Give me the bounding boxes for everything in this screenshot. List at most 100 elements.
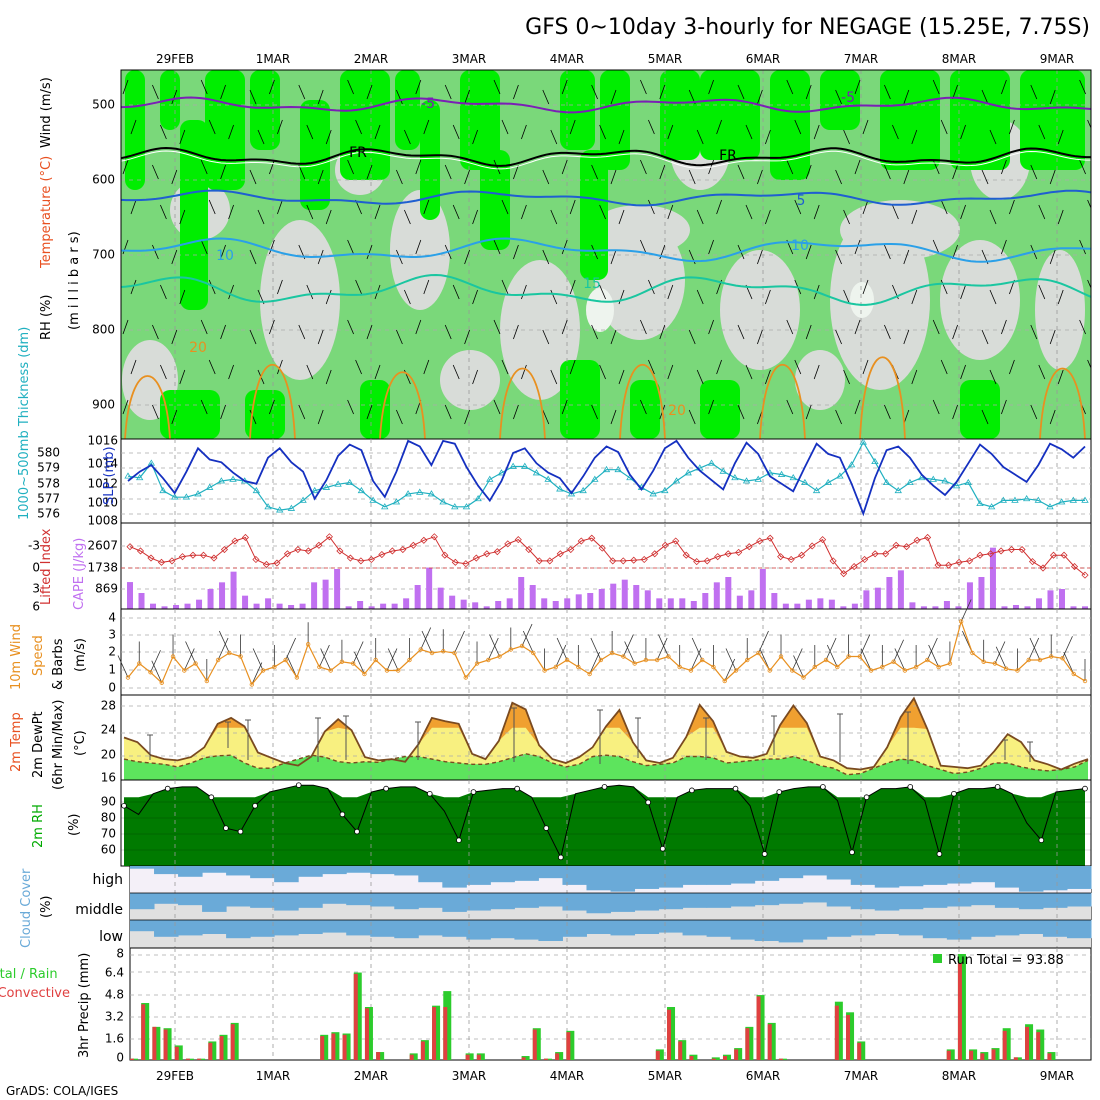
tick-label: 70 xyxy=(101,827,116,841)
wind-barb xyxy=(269,159,275,175)
wind-barb xyxy=(1009,119,1015,135)
tick-label: 0 xyxy=(108,681,116,695)
wind-barb xyxy=(835,89,842,105)
upper-air-panel: -5 FR 5 10 15 20 -5 FR 10 20 500 600 700 800 900 RH (… xyxy=(39,69,1092,440)
wind-barb xyxy=(1001,79,1007,95)
wind-barb xyxy=(591,404,598,420)
wind-barb xyxy=(122,159,129,175)
tick-label: 3 xyxy=(108,628,116,642)
stability-panel: -3 0 3 6 2607 1738 869 Lifted Index CAPE (J/kg… xyxy=(28,522,1092,614)
wind-speed-point xyxy=(227,650,232,656)
wind-barb xyxy=(355,119,362,135)
wind-speed-point xyxy=(193,661,198,666)
cape-bar xyxy=(161,606,168,609)
tick-label: 1738 xyxy=(87,561,118,575)
wind-barb xyxy=(185,641,196,664)
wind-barb xyxy=(550,289,558,305)
wind-barb xyxy=(569,119,576,135)
wind-barb xyxy=(640,399,647,415)
thickness-point xyxy=(299,496,307,503)
wind-barb xyxy=(325,289,332,305)
wind-barb xyxy=(794,359,802,375)
wind-barb xyxy=(786,319,794,335)
cloud-bar-high xyxy=(466,866,491,885)
cloud-bar-low xyxy=(298,920,323,934)
wind-speed-point xyxy=(958,619,964,624)
cloud-bar-high xyxy=(610,866,636,892)
wind-barb xyxy=(306,124,314,140)
wind-barb xyxy=(623,634,634,657)
wind-barb xyxy=(688,329,696,345)
wind-barb xyxy=(542,169,550,185)
tick-label: 577 xyxy=(37,492,60,506)
wind-barb xyxy=(1079,79,1086,95)
wind-barb xyxy=(640,319,647,335)
wind-speed-point xyxy=(778,654,784,659)
date-label-bottom: 3MAR xyxy=(452,1069,487,1083)
cape-bar xyxy=(886,577,893,609)
lifted-index-point xyxy=(745,543,753,551)
cape-bar xyxy=(265,598,272,609)
high-rh-region xyxy=(880,70,940,170)
lifted-index-point xyxy=(273,559,281,567)
wind-barb xyxy=(489,634,500,657)
wind-barb xyxy=(843,289,850,305)
wind-barb xyxy=(932,79,940,95)
wind-barb xyxy=(151,660,163,683)
cloud-bar-low xyxy=(154,920,179,937)
cloud-bar-low xyxy=(418,920,443,936)
high-rh-region xyxy=(420,100,440,220)
wind-barb xyxy=(835,169,842,185)
wind-speed-point xyxy=(576,664,581,670)
lifted-index-point xyxy=(997,547,1005,555)
wind-barb xyxy=(940,199,948,215)
cape-bar xyxy=(575,594,582,609)
wind-speed-point xyxy=(429,650,435,656)
cloud-bar-middle xyxy=(274,893,299,911)
cape-bar xyxy=(955,606,962,609)
thickness-point xyxy=(941,477,949,484)
cloud-bar-middle xyxy=(562,893,587,911)
lifted-index-point xyxy=(315,541,323,549)
cape-bar xyxy=(207,589,214,609)
wind-barb xyxy=(765,289,771,305)
thickness-point xyxy=(929,475,937,482)
low-rh-region xyxy=(390,190,450,310)
wind-barb xyxy=(903,89,910,105)
wind-speed-point xyxy=(868,668,874,673)
wind-barb xyxy=(550,369,558,385)
lifted-index-point xyxy=(567,545,575,554)
wind-barb xyxy=(252,648,264,671)
wind-barb xyxy=(805,244,812,260)
wind-barb xyxy=(884,164,891,180)
lifted-index-point xyxy=(756,537,764,545)
thickness-point xyxy=(334,480,342,487)
wind-barb xyxy=(354,651,365,675)
lifted-index-point xyxy=(493,548,501,556)
thickness-point xyxy=(521,462,529,469)
wind-barb xyxy=(884,324,891,340)
wind-barb xyxy=(404,129,411,145)
cape-bar xyxy=(679,598,686,609)
cloud-bar-low xyxy=(562,920,587,937)
wind-barb xyxy=(940,119,948,135)
wind-barb xyxy=(989,369,997,385)
rh-point xyxy=(820,784,826,790)
precip-convective-bar xyxy=(230,1024,235,1060)
cape-bar xyxy=(817,598,824,609)
lifted-index-point xyxy=(136,547,145,555)
wind-speed-point xyxy=(925,657,930,663)
wind-speed-point xyxy=(745,657,750,663)
wind-barb xyxy=(696,209,704,225)
wind-barb xyxy=(1079,239,1086,255)
wind-barb xyxy=(200,159,208,175)
date-label-bottom: 6MAR xyxy=(746,1069,781,1083)
rh-point xyxy=(689,787,695,794)
wind-barb xyxy=(130,199,137,215)
date-label-bottom: 4MAR xyxy=(550,1069,585,1083)
lifted-index-point xyxy=(735,548,743,556)
cloud-bar-middle xyxy=(226,893,251,907)
precip-convective-bar xyxy=(163,1029,168,1060)
thickness-point xyxy=(1022,494,1031,502)
date-label-top: 3MAR xyxy=(452,52,487,66)
